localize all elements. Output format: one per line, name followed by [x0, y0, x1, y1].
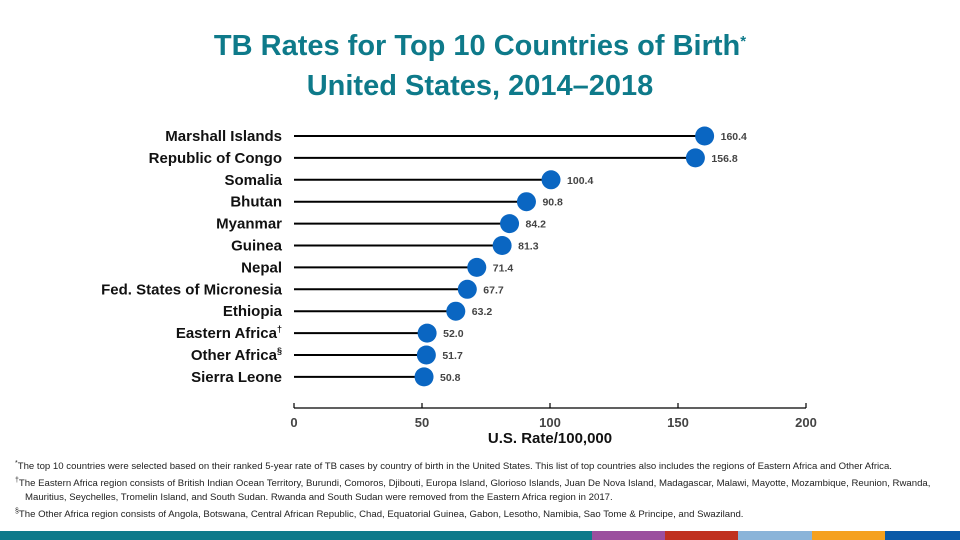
chart-row: Nepal 71.4	[241, 257, 514, 277]
category-label: Nepal	[241, 259, 282, 276]
category-label-text: Somalia	[224, 172, 282, 189]
category-footnote-mark: §	[277, 346, 282, 356]
category-label: Bhutan	[230, 194, 282, 211]
category-label: Fed. States of Micronesia	[101, 281, 283, 298]
value-label: 63.2	[472, 306, 493, 318]
value-label: 156.8	[711, 153, 737, 165]
chart-row: Ethiopia 63.2	[223, 301, 493, 321]
footnote-text: The top 10 countries were selected based…	[17, 461, 892, 473]
category-label: Eastern Africa†	[176, 324, 282, 342]
lollipop-dot	[541, 170, 561, 190]
x-axis-title: U.S. Rate/100,000	[488, 430, 612, 447]
value-label: 51.7	[442, 350, 463, 362]
footnote-mark: §	[15, 508, 19, 516]
x-tick-label: 100	[539, 415, 561, 430]
chart-title-line2: United States, 2014–2018	[306, 70, 654, 102]
chart-row: Bhutan 90.8	[230, 192, 563, 212]
x-tick-label: 200	[795, 415, 817, 430]
chart-title-line1: TB Rates for Top 10 Countries of Birth*	[0, 28, 960, 64]
chart-row: Somalia 100.4	[224, 170, 593, 190]
chart-row: Republic of Congo 156.8	[149, 148, 738, 168]
category-label-text: Bhutan	[230, 194, 282, 211]
color-bar-segment	[885, 531, 960, 540]
footnote-mark: *	[15, 460, 18, 467]
category-label-text: Republic of Congo	[149, 150, 282, 167]
value-label: 52.0	[443, 328, 464, 340]
category-label-text: Guinea	[231, 238, 283, 255]
category-label-text: Fed. States of Micronesia	[101, 281, 283, 298]
color-bar-segment	[812, 531, 885, 540]
value-label: 90.8	[542, 197, 563, 209]
value-label: 81.3	[518, 241, 539, 253]
category-label: Guinea	[231, 238, 283, 255]
footnote-2: †The Eastern Africa region consists of B…	[15, 474, 955, 505]
value-label: 50.8	[440, 372, 461, 384]
category-label-text: Ethiopia	[223, 303, 283, 320]
footnote-mark: †	[15, 477, 19, 485]
chart-row: Eastern Africa† 52.0	[176, 323, 464, 343]
lollipop-dot	[492, 236, 512, 255]
category-label-text: Other Africa	[191, 347, 278, 364]
chart-row: Guinea 81.3	[231, 236, 539, 255]
lollipop-dot	[467, 257, 487, 277]
lollipop-dot	[414, 367, 434, 387]
category-label-text: Sierra Leone	[191, 369, 282, 386]
category-label-text: Myanmar	[216, 216, 282, 233]
bottom-color-bar	[0, 531, 960, 540]
category-label: Ethiopia	[223, 303, 283, 320]
title-footnote-mark: *	[740, 33, 747, 50]
category-label-text: Marshall Islands	[165, 128, 282, 145]
lollipop-dot	[516, 192, 536, 212]
x-axis: 0 50 100 150 200 U.S. Rate/100,000	[290, 403, 817, 447]
lollipop-dot	[500, 214, 520, 234]
lollipop-dot	[695, 126, 715, 146]
color-bar-segment	[738, 531, 812, 540]
chart-title-text: TB Rates for Top 10 Countries of Birth	[213, 30, 741, 62]
chart-row: Fed. States of Micronesia 67.7	[101, 279, 504, 299]
value-label: 71.4	[493, 262, 514, 274]
category-label-text: Nepal	[241, 259, 282, 276]
lollipop-chart: Marshall Islands 160.4 Republic of Congo 15…	[101, 126, 817, 447]
lollipop-dot	[446, 301, 466, 321]
category-label: Marshall Islands	[165, 128, 282, 145]
color-bar-segment	[665, 531, 738, 540]
lollipop-dot	[685, 148, 705, 168]
x-tick-label: 150	[667, 415, 689, 430]
value-label: 84.2	[526, 219, 547, 231]
category-footnote-mark: †	[277, 324, 282, 334]
color-bar-segment	[592, 531, 665, 540]
chart-row: Marshall Islands 160.4	[165, 126, 747, 146]
value-label: 160.4	[721, 131, 747, 143]
category-label: Somalia	[224, 172, 282, 189]
footnotes: *The top 10 countries were selected base…	[15, 457, 955, 523]
category-label-text: Eastern Africa	[176, 325, 278, 342]
x-tick-label: 0	[290, 415, 297, 430]
category-label: Other Africa§	[191, 346, 282, 364]
chart-rows: Marshall Islands 160.4 Republic of Congo 15…	[101, 126, 747, 387]
footnote-3: §The Other Africa region consists of Ang…	[15, 505, 955, 522]
category-label: Myanmar	[216, 216, 282, 233]
value-label: 100.4	[567, 175, 593, 187]
footnote-text: The Eastern Africa region consists of Br…	[18, 478, 931, 504]
category-label: Republic of Congo	[149, 150, 282, 167]
footnote-1: *The top 10 countries were selected base…	[15, 457, 955, 474]
x-tick-label: 50	[415, 415, 429, 430]
color-bar-segment	[0, 531, 592, 540]
chart-row: Myanmar 84.2	[216, 214, 547, 234]
lollipop-dot	[457, 279, 477, 299]
footnote-text: The Other Africa region consists of Ango…	[18, 509, 744, 521]
lollipop-dot	[417, 323, 437, 343]
lollipop-dot	[416, 345, 436, 365]
category-label: Sierra Leone	[191, 369, 282, 386]
value-label: 67.7	[483, 284, 504, 296]
chart-row: Other Africa§ 51.7	[191, 345, 463, 365]
chart-row: Sierra Leone 50.8	[191, 367, 461, 387]
